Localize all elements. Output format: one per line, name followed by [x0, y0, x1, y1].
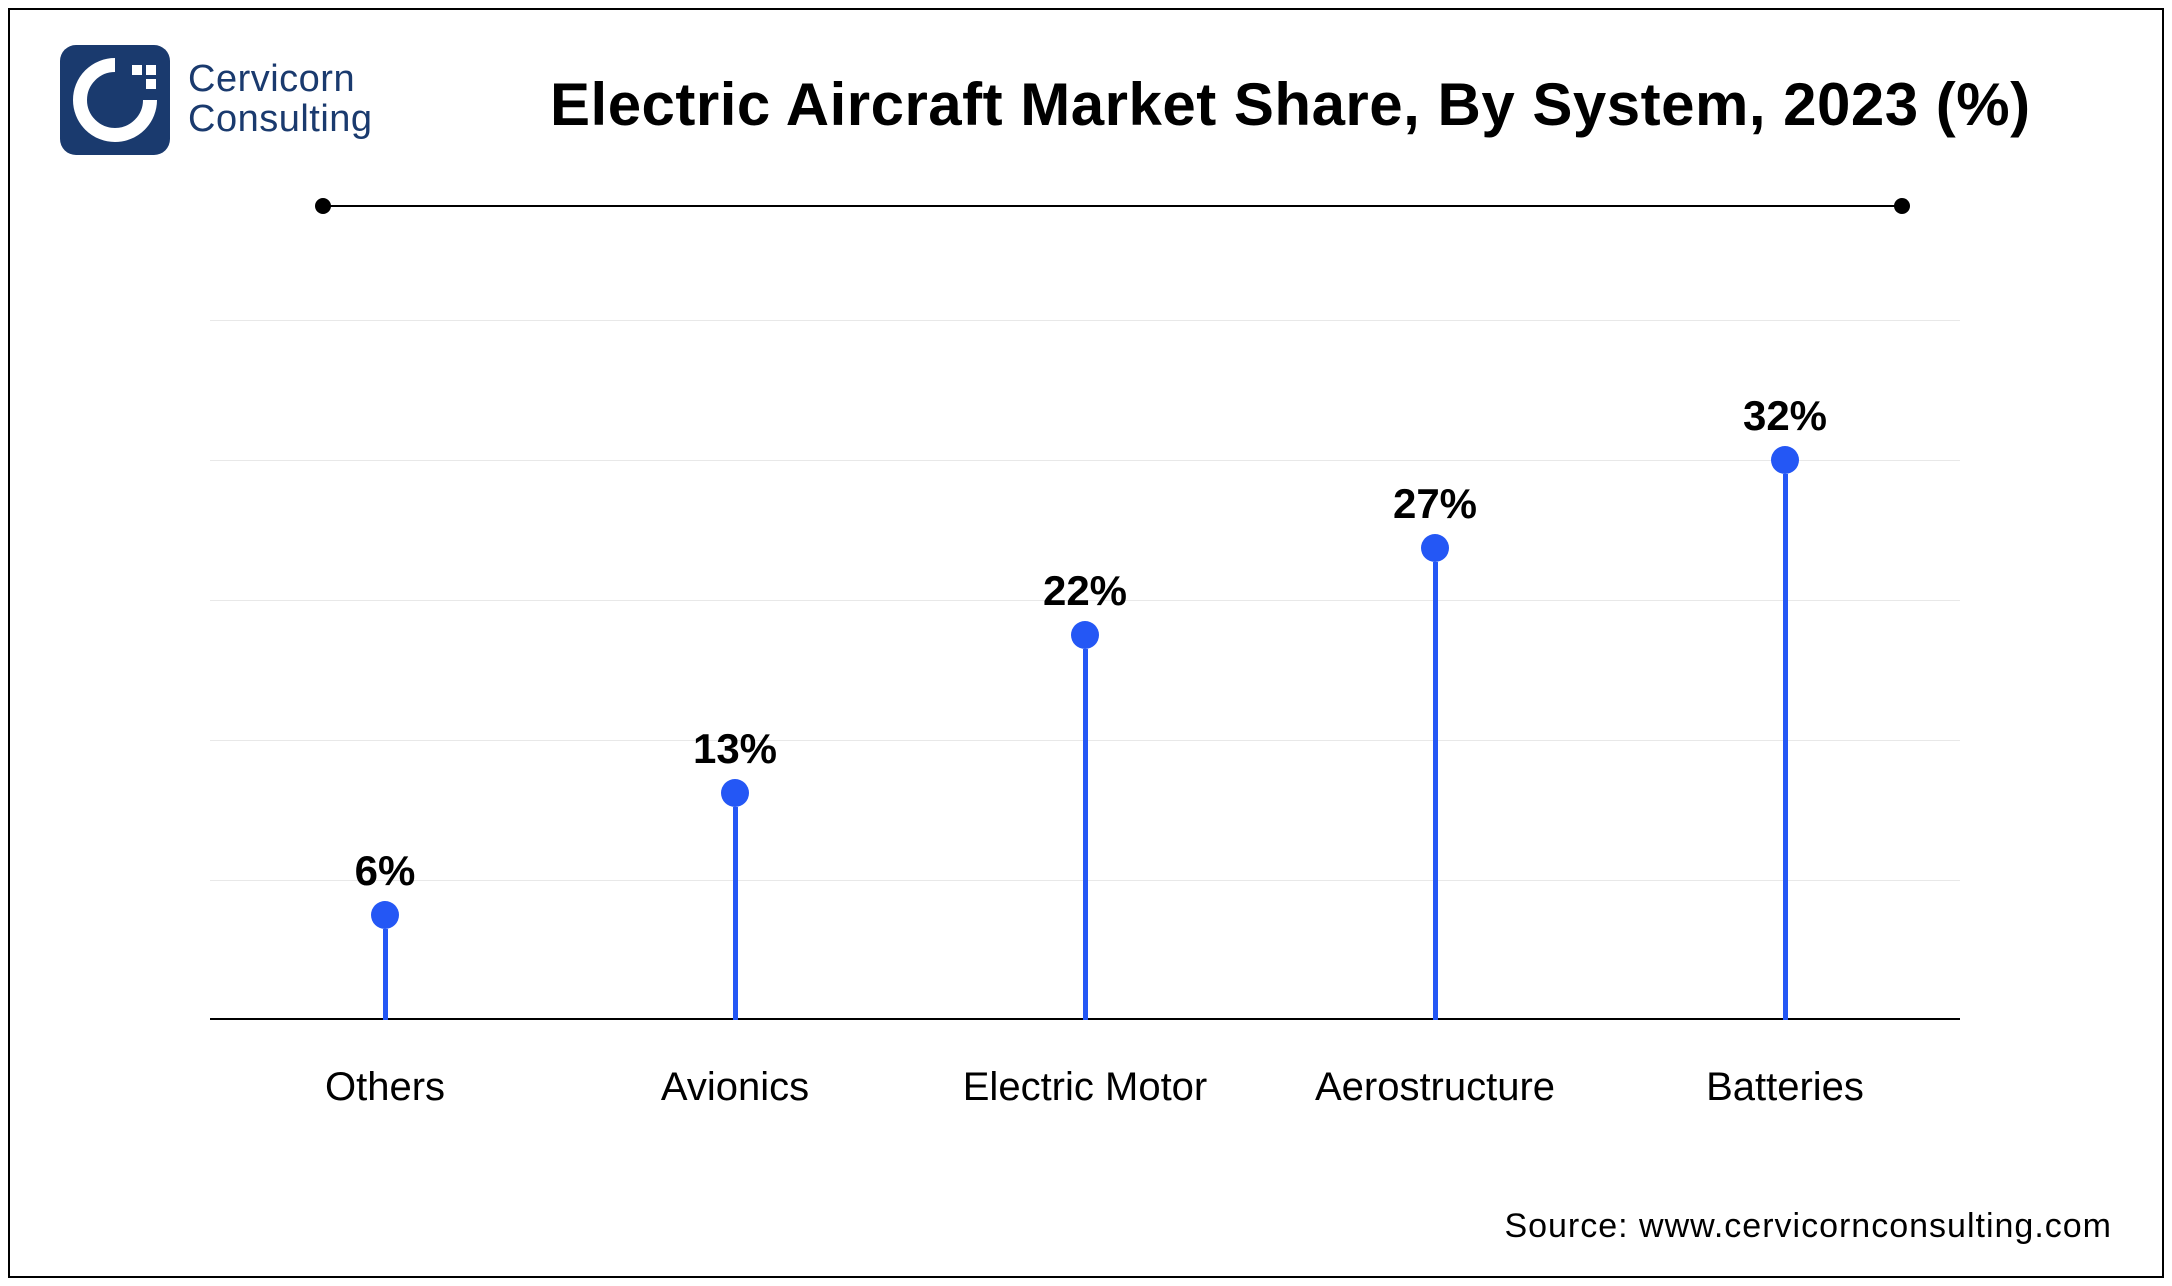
category-label: Others — [325, 1065, 445, 1110]
lollipop: 6% — [345, 847, 425, 1020]
data-stem — [1433, 562, 1438, 1021]
data-point-dot — [1771, 446, 1799, 474]
category-label: Batteries — [1706, 1065, 1864, 1110]
data-stem — [733, 807, 738, 1021]
grid-line — [210, 460, 1960, 461]
data-point-dot — [1071, 621, 1099, 649]
chart-frame: Cervicorn Consulting Electric Aircraft M… — [8, 8, 2164, 1278]
divider-dot-right — [1894, 198, 1910, 214]
logo-line1: Cervicorn — [188, 60, 373, 100]
value-label: 32% — [1743, 392, 1827, 440]
data-point-dot — [1421, 534, 1449, 562]
data-point-dot — [371, 901, 399, 929]
lollipop: 27% — [1395, 480, 1475, 1021]
category-label: Electric Motor — [963, 1065, 1208, 1110]
grid-line — [210, 320, 1960, 321]
divider-dot-left — [315, 198, 331, 214]
value-label: 6% — [355, 847, 416, 895]
chart-title: Electric Aircraft Market Share, By Syste… — [550, 70, 2031, 139]
logo-line2: Consulting — [188, 100, 373, 140]
data-stem — [1083, 649, 1088, 1020]
title-divider — [322, 205, 1902, 207]
logo-icon — [60, 45, 170, 155]
value-label: 27% — [1393, 480, 1477, 528]
chart-area: 6%Others13%Avionics22%Electric Motor27%A… — [210, 320, 1960, 1020]
value-label: 22% — [1043, 567, 1127, 615]
brand-logo: Cervicorn Consulting — [60, 45, 373, 155]
data-point-dot — [721, 779, 749, 807]
logo-text: Cervicorn Consulting — [188, 60, 373, 140]
lollipop: 22% — [1045, 567, 1125, 1020]
data-stem — [1783, 474, 1788, 1020]
lollipop: 13% — [695, 725, 775, 1021]
source-text: Source: www.cervicornconsulting.com — [1504, 1207, 2112, 1246]
value-label: 13% — [693, 725, 777, 773]
data-stem — [383, 929, 388, 1020]
category-label: Aerostructure — [1315, 1065, 1555, 1110]
lollipop: 32% — [1745, 392, 1825, 1020]
category-label: Avionics — [661, 1065, 809, 1110]
